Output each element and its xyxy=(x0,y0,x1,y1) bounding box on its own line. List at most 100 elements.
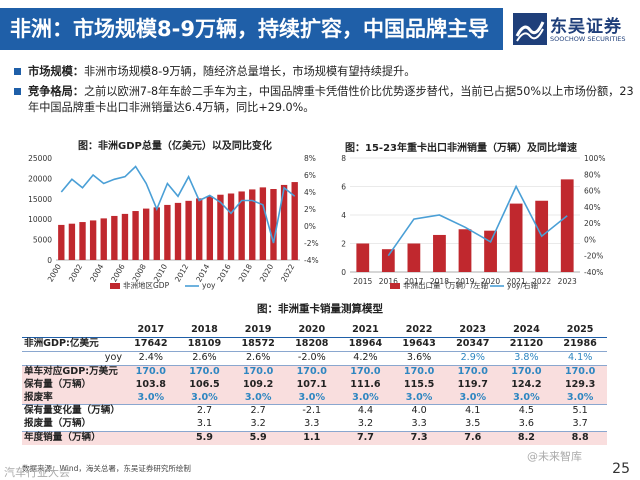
bullet-square-icon xyxy=(14,68,21,75)
legend-label: 非洲出口量（万辆）/左轴 xyxy=(403,280,488,290)
right-axis-tick-label: -2% xyxy=(304,239,319,248)
table-cell: 115.5 xyxy=(392,378,446,392)
bar xyxy=(407,243,421,272)
x-axis-tick-label: 2016 xyxy=(379,277,398,286)
bar xyxy=(238,191,245,260)
year-header: 2025 xyxy=(553,324,607,338)
table-cell: 170.0 xyxy=(124,365,178,379)
table-cell: 3.3 xyxy=(392,418,446,433)
table-cell: 106.5 xyxy=(177,378,232,392)
bar xyxy=(196,198,203,260)
left-axis-tick-label: 8 xyxy=(341,154,346,163)
bar xyxy=(509,203,523,272)
watermark-left: 汽车行业大会 xyxy=(4,466,70,479)
table-cell: 119.7 xyxy=(445,378,500,392)
bar xyxy=(89,220,97,260)
bar xyxy=(79,222,86,260)
year-header: 2023 xyxy=(445,324,500,338)
table-cell: 5.1 xyxy=(572,405,588,417)
bar xyxy=(227,193,235,260)
table-cell: 170.0 xyxy=(553,365,607,379)
right-axis-tick-label: 20% xyxy=(584,219,601,228)
table-cell xyxy=(124,405,178,418)
bar xyxy=(381,249,395,272)
table-cell: 3.0% xyxy=(124,391,178,406)
row-label: 保有量（万辆） xyxy=(22,378,124,392)
table-cell: 3.5 xyxy=(445,418,500,433)
left-axis-tick-label: 4 xyxy=(341,211,346,220)
table-cell: 4.5 xyxy=(518,405,535,417)
table-cell: 107.1 xyxy=(284,378,339,392)
table-cell: 103.8 xyxy=(124,378,178,392)
table-cell: 170.0 xyxy=(392,365,446,379)
bar xyxy=(100,218,107,260)
year-header: 2022 xyxy=(392,324,446,338)
bar xyxy=(291,182,298,260)
x-axis-tick-label: 2022 xyxy=(532,277,551,286)
year-header: 2019 xyxy=(231,324,285,338)
right-axis-tick-label: 40% xyxy=(584,203,601,212)
table-row: 非洲GDP:亿美元 17642 18109 18572 18208 18964 19643 2… xyxy=(22,337,607,352)
right-axis-tick-label: 6% xyxy=(304,171,316,180)
table-cell: 3.2 xyxy=(231,418,285,433)
x-axis-tick-label: 2002 xyxy=(67,262,84,283)
table-cell xyxy=(124,418,178,433)
bullet-text: 之前以欧洲7-8年车龄二手车为主，中国品牌重卡凭借性价比优势逐步替代，当前已占据… xyxy=(28,85,634,114)
table-body: 非洲GDP:亿美元 17642 18109 18572 18208 18964 19643 2… xyxy=(22,337,607,446)
table-cell: 3.3 xyxy=(284,418,339,433)
table-cell: 111.6 xyxy=(338,378,393,392)
bar xyxy=(174,202,182,260)
chart1-title: 图：非洲GDP总量（亿美元）以及同比变化 xyxy=(78,141,272,152)
table-cell: 4.4 xyxy=(357,405,374,417)
right-axis-tick-label: -4% xyxy=(304,256,319,265)
table-cell: 3.0% xyxy=(392,391,446,406)
table-cell: 3.0% xyxy=(499,391,554,406)
left-axis-tick-label: 10000 xyxy=(28,215,52,224)
right-axis-tick-label: 8% xyxy=(304,154,316,163)
chart2-title: 图：15-23年重卡出口非洲销量（万辆）及同比增速 xyxy=(345,143,577,154)
x-axis-tick-label: 2012 xyxy=(173,262,190,283)
row-label: 报废量（万辆） xyxy=(22,418,124,433)
table-header-row: 2017 2018 2019 2020 2021 2022 2023 2024 2025 xyxy=(22,324,607,338)
export-chart: 0 2 4 6 8 -40% -20% 0% 20% 40% 60% 80% 100% 2015 2016 2… xyxy=(341,154,605,290)
row-label: 单车对应GDP:万美元 xyxy=(22,365,124,379)
table-cell: 170.0 xyxy=(445,365,500,379)
left-axis-tick-label: 2 xyxy=(341,240,346,249)
left-axis-tick-label: 5000 xyxy=(33,236,52,245)
legend-label: yoy/右轴 xyxy=(507,280,538,290)
table-cell: 2.6% xyxy=(231,351,285,366)
bullet-market-size: 市场规模：非洲市场规模8-9万辆，随经济总量增长，市场规模有望持续提升。 xyxy=(14,64,634,80)
table-cell: 4.1 xyxy=(465,405,481,417)
table-cell: 21120 xyxy=(499,337,554,352)
page-number: 25 xyxy=(612,461,630,477)
bar xyxy=(433,234,446,272)
year-header: 2018 xyxy=(177,324,232,338)
table-cell: 3.0% xyxy=(553,391,607,406)
x-axis-tick-label: 2022 xyxy=(279,262,296,283)
table-corner-header xyxy=(22,324,124,338)
legend-label: 非洲地区GDP xyxy=(123,280,170,290)
table-row: 报废率 3.0% 3.0% 3.0% 3.0% 3.0% 3.0% 3.0% 3.0% 3.0% xyxy=(22,391,607,406)
x-axis-tick-label: 2015 xyxy=(353,277,372,286)
table-row: yoy 2.4% 2.6% 2.6% -2.0% 4.2% 3.6% 2.9% 3.8% 4.1% xyxy=(22,351,607,366)
brand-logo: 东吴证券 SOOCHOW SECURITIES xyxy=(512,10,636,50)
bar xyxy=(121,213,129,260)
bar xyxy=(217,194,224,260)
table-row: 报废量（万辆） 3.1 3.2 3.3 3.2 3.3 3.5 3.6 3.7 xyxy=(22,418,607,433)
table-cell: 4.2% xyxy=(338,351,393,366)
table-cell: 2.9% xyxy=(445,351,500,366)
table-cell: 3.8% xyxy=(499,351,554,366)
bullet-label: 竞争格局： xyxy=(28,85,84,98)
table-cell: 170.0 xyxy=(231,365,285,379)
row-label: yoy xyxy=(22,351,124,366)
bar xyxy=(458,229,472,272)
bullet-label: 市场规模： xyxy=(28,65,84,78)
x-axis-tick-label: 2017 xyxy=(404,277,423,286)
sales-model-table: 2017 2018 2019 2020 2021 2022 2023 2024 2025 非洲G… xyxy=(22,324,607,446)
yoy-line xyxy=(60,165,296,244)
table-cell: 2.7 xyxy=(196,405,213,417)
x-axis-tick-label: 2020 xyxy=(481,277,500,286)
table-cell: 3.0% xyxy=(338,391,393,406)
x-axis-tick-label: 2021 xyxy=(507,277,526,286)
table-cell: 2.6% xyxy=(177,351,232,366)
